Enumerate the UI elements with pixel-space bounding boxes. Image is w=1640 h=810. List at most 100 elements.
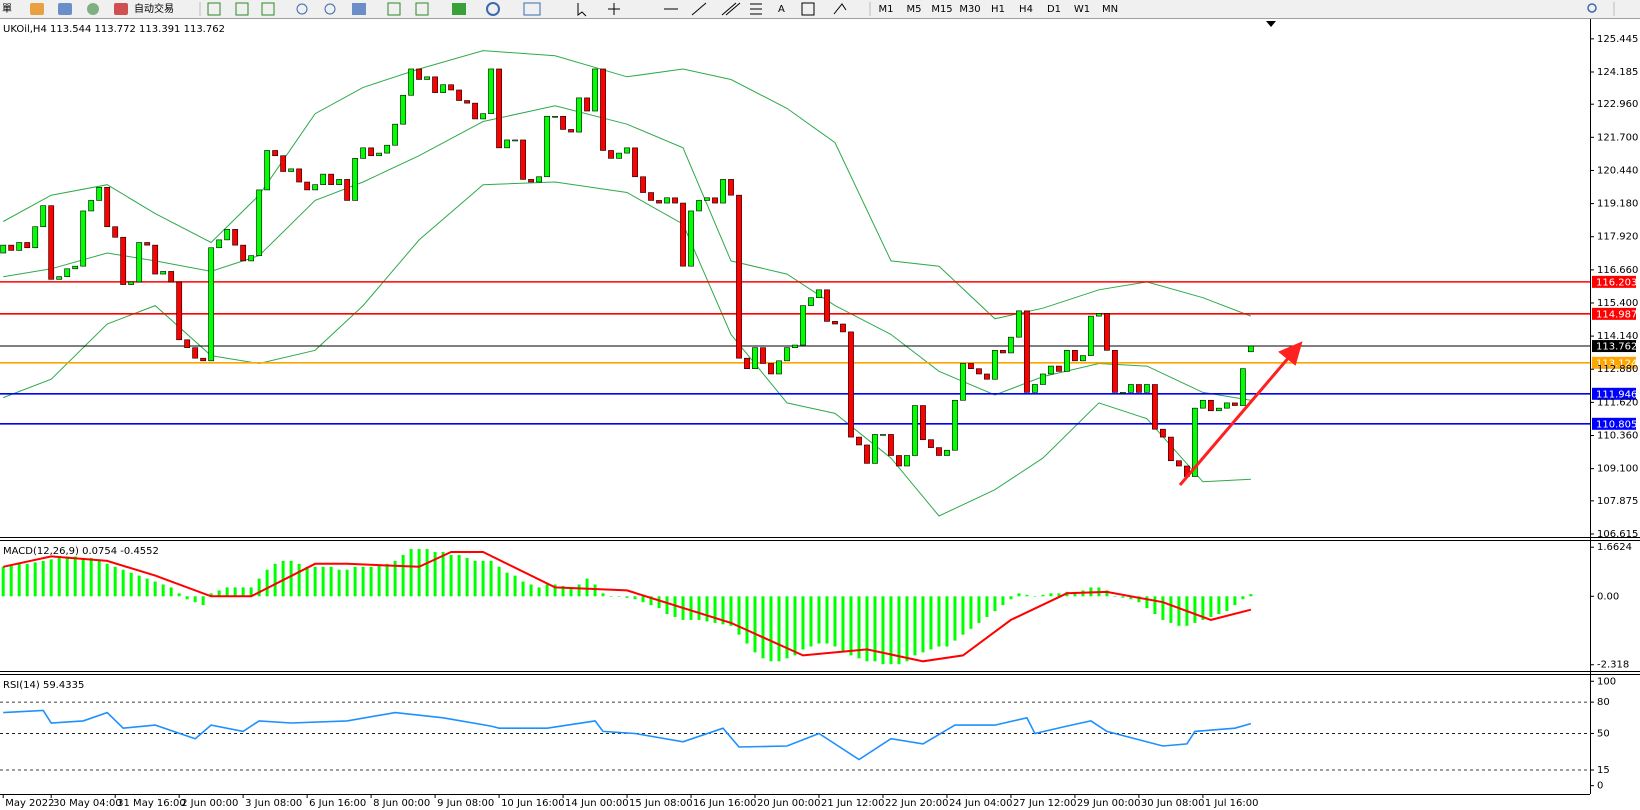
y-tick-label: 119.180	[1597, 199, 1638, 210]
macd-histogram-bar	[393, 560, 397, 597]
macd-histogram-bar	[905, 596, 909, 662]
macd-histogram-bar	[321, 566, 325, 597]
macd-histogram-bar	[817, 596, 821, 644]
macd-histogram-bar	[33, 562, 37, 597]
search-icon[interactable]	[1587, 3, 1597, 13]
macd-histogram-bar	[441, 552, 445, 597]
icon[interactable]	[523, 2, 541, 16]
icon[interactable]	[721, 2, 741, 16]
x-tick-label: 15 Jun 08:00	[629, 798, 693, 809]
icon[interactable]	[452, 3, 466, 15]
candle-down	[968, 363, 974, 370]
timeframe-button[interactable]: M30	[959, 4, 980, 15]
macd-signal-line	[2, 551, 1252, 663]
candle-down	[1160, 428, 1166, 438]
timeframe-button[interactable]: H4	[1019, 4, 1033, 15]
candle-down	[656, 200, 662, 204]
candle-down	[568, 129, 574, 133]
macd-histogram-bar	[1001, 596, 1005, 606]
candle-down	[344, 179, 351, 201]
icon[interactable]	[235, 2, 249, 16]
candle-up	[352, 158, 359, 201]
timeframe-button[interactable]: M5	[907, 4, 922, 15]
macd-histogram-bar	[1, 566, 5, 597]
candle-up	[912, 405, 918, 456]
price-level-label: 110.805	[1596, 419, 1637, 430]
price-level-label: 116.203	[1596, 277, 1637, 288]
candle-up	[96, 186, 103, 201]
candle-down	[24, 242, 31, 249]
icon[interactable]	[608, 3, 620, 15]
macd-histogram-bar	[273, 563, 277, 597]
candle-down	[848, 331, 854, 438]
candle-up	[704, 197, 710, 201]
candle-down	[608, 150, 614, 159]
price-level-tag	[1592, 356, 1636, 369]
icon[interactable]	[750, 3, 762, 15]
candle-up	[792, 344, 798, 348]
timeframe-button[interactable]: H1	[991, 4, 1005, 15]
timeframe-button[interactable]: MN	[1102, 4, 1118, 15]
y-tick-label: 1.6624	[1597, 542, 1632, 553]
candle-up	[480, 113, 486, 120]
icon[interactable]	[87, 3, 99, 15]
macd-histogram-bar	[849, 596, 853, 656]
candle-up	[40, 205, 47, 228]
timeframe-button[interactable]: M1	[879, 4, 894, 15]
macd-histogram-bar	[649, 596, 653, 606]
candle-down	[672, 197, 678, 204]
price-level-label: 111.946	[1596, 389, 1637, 400]
candle-up	[408, 68, 414, 96]
icon[interactable]	[833, 3, 847, 15]
macd-histogram-bar	[1033, 596, 1037, 597]
icon[interactable]	[207, 2, 221, 16]
timeframe-button[interactable]: D1	[1047, 4, 1061, 15]
macd-histogram-bar	[1177, 596, 1181, 626]
icon[interactable]	[352, 3, 366, 15]
macd-histogram-bar	[577, 584, 581, 597]
timeframe-button[interactable]: M15	[931, 4, 952, 15]
icon[interactable]	[30, 3, 44, 15]
candle-down	[464, 100, 470, 104]
icon[interactable]	[801, 2, 815, 16]
candle-down	[1168, 436, 1174, 462]
candle-down	[1176, 460, 1182, 467]
icon[interactable]	[691, 2, 707, 16]
icon[interactable]	[324, 3, 336, 15]
orders-label[interactable]: 單	[2, 3, 12, 15]
candle-up	[720, 179, 726, 204]
icon[interactable]	[114, 3, 128, 15]
macd-histogram-bar	[241, 587, 245, 597]
candle-down	[984, 373, 990, 380]
macd-histogram-bar	[1241, 596, 1245, 600]
candle-up	[872, 434, 878, 464]
autotrade-button[interactable]: 自动交易	[134, 2, 174, 15]
icon[interactable]	[58, 3, 72, 15]
candle-down	[1000, 350, 1006, 354]
icon[interactable]	[387, 2, 401, 16]
macd-histogram-bar	[505, 572, 509, 597]
icon[interactable]	[577, 3, 587, 17]
macd-histogram-bar	[1249, 594, 1253, 597]
macd-histogram-bar	[625, 596, 629, 598]
macd-histogram-bar	[369, 566, 373, 597]
icon[interactable]	[261, 2, 275, 16]
macd-histogram-bar	[713, 596, 717, 623]
macd-histogram-bar	[753, 596, 757, 653]
candle-up	[384, 144, 391, 154]
candle-down	[1112, 350, 1118, 393]
toolbar: 單 自动交易 A M1 M5 M15 M30 H1 H4 D1 W1 MN	[0, 0, 1640, 19]
candle-up	[0, 244, 7, 254]
shift-marker	[1266, 21, 1276, 27]
icon[interactable]	[296, 3, 308, 15]
candle-down	[432, 76, 438, 93]
macd-histogram-bar	[201, 596, 205, 606]
icon[interactable]	[415, 2, 429, 16]
y-tick-label: 50	[1597, 728, 1610, 739]
text-tool[interactable]: A	[778, 4, 785, 15]
macd-histogram-bar	[161, 584, 165, 597]
candle-up	[1080, 355, 1086, 362]
icon[interactable]	[486, 2, 500, 16]
candle-up	[816, 289, 822, 299]
timeframe-button[interactable]: W1	[1074, 4, 1090, 15]
